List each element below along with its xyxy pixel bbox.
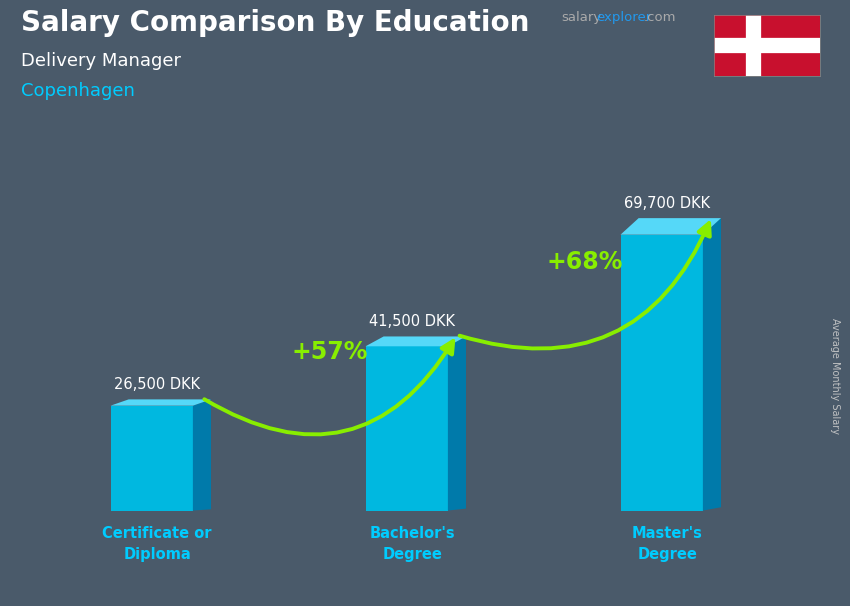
Text: Certificate or
Diploma: Certificate or Diploma — [102, 527, 212, 562]
Text: Master's
Degree: Master's Degree — [632, 527, 703, 562]
Text: salary: salary — [561, 11, 601, 24]
Polygon shape — [620, 218, 721, 235]
Text: .com: .com — [643, 11, 676, 24]
Polygon shape — [703, 218, 721, 511]
Text: Delivery Manager: Delivery Manager — [21, 52, 181, 70]
Text: Bachelor's
Degree: Bachelor's Degree — [369, 527, 455, 562]
Polygon shape — [193, 399, 211, 511]
Polygon shape — [366, 346, 448, 511]
Text: Average Monthly Salary: Average Monthly Salary — [830, 318, 840, 434]
Polygon shape — [620, 235, 703, 511]
Text: +68%: +68% — [547, 250, 623, 274]
FancyArrowPatch shape — [204, 341, 453, 435]
Polygon shape — [110, 399, 211, 405]
FancyArrowPatch shape — [460, 223, 710, 348]
Polygon shape — [448, 336, 466, 511]
Text: Copenhagen: Copenhagen — [21, 82, 135, 100]
Text: 69,700 DKK: 69,700 DKK — [624, 196, 711, 211]
Text: 26,500 DKK: 26,500 DKK — [114, 378, 201, 393]
Polygon shape — [366, 336, 466, 346]
Text: 41,500 DKK: 41,500 DKK — [369, 315, 455, 330]
Text: explorer: explorer — [597, 11, 652, 24]
Text: Salary Comparison By Education: Salary Comparison By Education — [21, 9, 530, 37]
Polygon shape — [110, 405, 193, 511]
Text: +57%: +57% — [292, 341, 368, 364]
